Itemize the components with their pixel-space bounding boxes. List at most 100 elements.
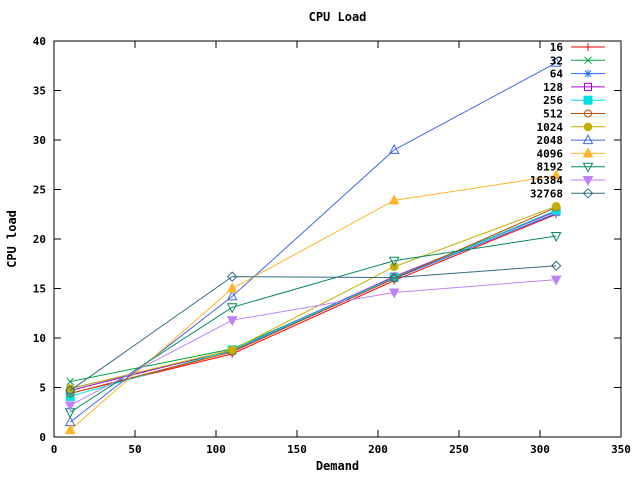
filled-circle-marker (227, 345, 237, 355)
legend-item-8192: 8192 (537, 161, 605, 174)
open-triangle-up-marker (388, 143, 400, 154)
series-line-16384 (69, 279, 557, 406)
open-triangle-up-marker (550, 56, 562, 67)
series-4096 (64, 169, 562, 435)
legend-item-1024: 1024 (537, 121, 605, 134)
series-line-512 (70, 206, 557, 394)
legend-item-2048: 2048 (537, 134, 605, 147)
series-8192 (64, 232, 562, 419)
legend-item-16384: 16384 (530, 174, 605, 187)
x-tick-label: 100 (206, 443, 226, 456)
series-line-4096 (69, 175, 557, 431)
open-circle-marker (584, 109, 592, 118)
series-line-32 (70, 210, 557, 383)
legend-label: 1024 (537, 121, 564, 134)
legend-label: 32 (550, 54, 563, 67)
legend-item-512: 512 (543, 108, 605, 121)
filled-square-marker (65, 391, 75, 401)
filled-triangle-up-marker (582, 147, 594, 158)
y-tick-label: 15 (33, 283, 46, 296)
legend-item-64: 64 (550, 68, 605, 81)
legend-label: 4096 (537, 147, 564, 160)
open-triangle-down-marker (388, 256, 400, 267)
legend-label: 8192 (537, 161, 564, 174)
open-square-marker (584, 82, 592, 91)
filled-square-marker (583, 95, 593, 105)
y-tick-label: 5 (39, 382, 46, 395)
chart-title: CPU Load (308, 10, 367, 24)
series-1024 (65, 202, 561, 393)
legend-item-16: 16 (550, 41, 605, 54)
filled-circle-marker (583, 122, 593, 132)
series-line-1024 (70, 205, 557, 389)
series-16384 (64, 275, 562, 412)
series-64 (66, 209, 561, 393)
y-tick-label: 25 (33, 184, 46, 197)
y-axis-ticks: 0 5 10 15 20 25 30 35 40 (33, 35, 621, 444)
x-tick-label: 200 (368, 443, 388, 456)
x-tick-label: 150 (287, 443, 307, 456)
legend-label: 64 (550, 68, 564, 81)
cross-marker (584, 56, 592, 65)
filled-circle-marker (551, 202, 561, 211)
filled-triangle-up-marker (388, 194, 400, 205)
y-tick-label: 40 (33, 35, 46, 48)
y-tick-label: 30 (33, 134, 46, 147)
legend-label: 128 (543, 81, 563, 94)
legend: 1632641282565121024204840968192163843276… (530, 41, 605, 200)
series-line-8192 (69, 235, 557, 413)
legend-label: 2048 (537, 134, 564, 147)
x-axis-ticks: 0 50 100 150 200 250 300 350 (51, 41, 631, 456)
legend-label: 512 (543, 108, 563, 121)
filled-triangle-down-marker (550, 275, 562, 286)
cross-marker (66, 377, 75, 386)
legend-item-256: 256 (543, 94, 605, 107)
x-axis-label: Demand (315, 459, 360, 473)
y-tick-label: 20 (33, 233, 46, 246)
open-triangle-up-marker (582, 134, 594, 145)
filled-triangle-down-marker (582, 176, 594, 187)
open-diamond-marker (226, 271, 238, 282)
filled-circle-marker (65, 384, 75, 393)
x-tick-label: 300 (530, 443, 550, 456)
y-tick-label: 10 (33, 332, 46, 345)
legend-label: 16 (550, 41, 564, 54)
filled-triangle-up-marker (64, 424, 76, 435)
filled-triangle-up-marker (550, 169, 562, 180)
open-diamond-marker (550, 260, 562, 271)
legend-item-128: 128 (543, 81, 605, 94)
open-triangle-up-marker (226, 290, 238, 301)
series-32 (66, 207, 561, 386)
open-triangle-down-marker (550, 232, 562, 243)
open-diamond-marker (388, 272, 400, 283)
x-tick-label: 0 (51, 443, 58, 456)
open-triangle-down-marker (582, 162, 594, 173)
series-line-32768 (69, 265, 557, 391)
series-line-128 (70, 210, 557, 391)
legend-label: 16384 (530, 174, 563, 187)
series-line-256 (70, 209, 557, 397)
plus-marker (584, 43, 592, 51)
legend-item-32: 32 (550, 54, 605, 67)
open-triangle-down-marker (226, 303, 238, 314)
filled-triangle-down-marker (64, 401, 76, 412)
legend-label: 32768 (530, 187, 563, 200)
legend-item-32768: 32768 (530, 187, 605, 200)
filled-triangle-up-marker (226, 282, 238, 293)
x-tick-label: 50 (128, 443, 141, 456)
filled-triangle-down-marker (388, 288, 400, 299)
x-tick-label: 350 (611, 443, 631, 456)
x-tick-label: 250 (449, 443, 469, 456)
open-diamond-marker (582, 188, 594, 199)
open-diamond-marker (64, 385, 76, 396)
filled-triangle-down-marker (226, 316, 238, 327)
asterisk-marker (584, 69, 592, 78)
y-tick-label: 35 (33, 85, 46, 98)
y-tick-label: 0 (39, 431, 46, 444)
legend-label: 256 (543, 94, 563, 107)
y-axis-label: CPU load (5, 210, 19, 268)
series-32768 (64, 260, 562, 396)
legend-item-4096: 4096 (537, 147, 605, 160)
